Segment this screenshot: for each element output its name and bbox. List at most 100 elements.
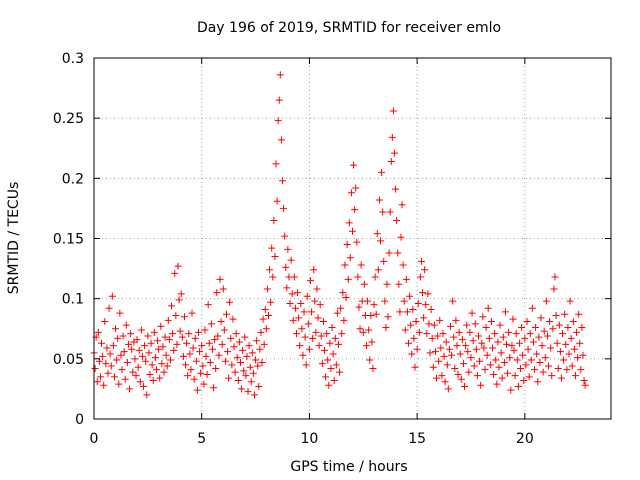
data-point: [249, 369, 257, 377]
data-point: [349, 227, 356, 235]
data-point: [173, 340, 181, 348]
data-point: [227, 334, 235, 342]
data-point: [555, 321, 563, 329]
data-point: [403, 308, 411, 316]
data-point: [563, 366, 571, 374]
data-point: [229, 315, 237, 323]
data-point: [353, 238, 361, 246]
data-point: [472, 345, 480, 353]
data-point: [456, 350, 464, 358]
data-point: [499, 333, 507, 341]
data-point: [199, 362, 207, 370]
data-point: [120, 348, 128, 356]
data-point: [443, 361, 451, 369]
data-point: [517, 364, 525, 372]
data-point: [177, 290, 185, 298]
data-point: [566, 297, 574, 305]
data-point: [128, 345, 136, 353]
data-point: [377, 237, 385, 245]
data-point: [107, 362, 115, 370]
data-point: [224, 348, 232, 356]
data-point: [185, 330, 193, 338]
data-point: [422, 301, 430, 309]
data-point: [267, 298, 275, 306]
data-point: [580, 376, 588, 384]
data-point: [538, 342, 546, 350]
data-point: [248, 349, 256, 357]
data-point: [426, 349, 434, 357]
data-point: [478, 339, 486, 347]
data-point: [490, 370, 498, 378]
data-point: [483, 351, 491, 359]
data-point: [340, 316, 348, 324]
data-point: [281, 232, 289, 240]
data-point: [149, 376, 157, 384]
data-point: [283, 284, 291, 292]
data-point: [500, 358, 508, 366]
data-point: [298, 325, 306, 333]
data-point: [448, 351, 456, 359]
data-point: [197, 369, 205, 377]
data-point: [359, 328, 367, 336]
data-point: [226, 298, 234, 306]
data-point: [494, 338, 502, 346]
data-point: [368, 338, 376, 346]
data-point: [96, 373, 104, 381]
data-point: [414, 299, 422, 307]
data-point: [411, 363, 419, 371]
data-point: [433, 374, 441, 382]
data-point: [371, 273, 379, 281]
data-point: [459, 360, 467, 368]
data-point: [510, 346, 518, 354]
data-point: [525, 373, 533, 381]
data-point: [207, 320, 215, 328]
data-point: [137, 326, 145, 334]
data-point: [157, 322, 165, 330]
data-point: [577, 366, 585, 374]
data-point: [461, 383, 469, 391]
data-point: [133, 336, 141, 344]
data-point: [366, 356, 374, 364]
data-point: [469, 337, 477, 345]
data-point: [314, 314, 322, 322]
data-point: [450, 333, 458, 341]
axis-ticks: [93, 57, 611, 420]
data-point: [172, 312, 180, 320]
data-point: [479, 313, 487, 321]
data-point: [447, 322, 455, 330]
data-point: [406, 292, 414, 300]
data-point: [541, 354, 549, 362]
data-point: [174, 262, 182, 270]
data-point: [535, 333, 543, 341]
data-point: [215, 351, 223, 359]
data-point: [182, 361, 190, 369]
data-point: [408, 350, 416, 358]
data-point: [156, 374, 164, 382]
data-point: [387, 157, 395, 165]
data-point: [575, 310, 583, 318]
data-point: [576, 339, 584, 347]
data-point: [402, 275, 410, 283]
data-point: [300, 308, 308, 316]
data-point: [169, 330, 177, 338]
y-tick-label: 0.2: [62, 171, 84, 187]
data-point: [386, 208, 394, 216]
data-point: [531, 366, 539, 374]
data-point: [354, 273, 362, 281]
data-point: [440, 352, 448, 360]
data-point: [292, 330, 300, 338]
data-point: [258, 358, 266, 366]
data-point: [254, 362, 262, 370]
data-point: [276, 71, 284, 79]
data-point: [280, 204, 288, 212]
data-point: [412, 318, 420, 326]
data-point: [570, 345, 578, 353]
data-point: [303, 292, 311, 300]
data-point: [542, 297, 550, 305]
data-point: [219, 285, 227, 293]
data-point: [554, 364, 562, 372]
data-point: [218, 340, 226, 348]
data-point: [395, 280, 403, 288]
data-point: [383, 280, 391, 288]
data-point: [187, 366, 195, 374]
